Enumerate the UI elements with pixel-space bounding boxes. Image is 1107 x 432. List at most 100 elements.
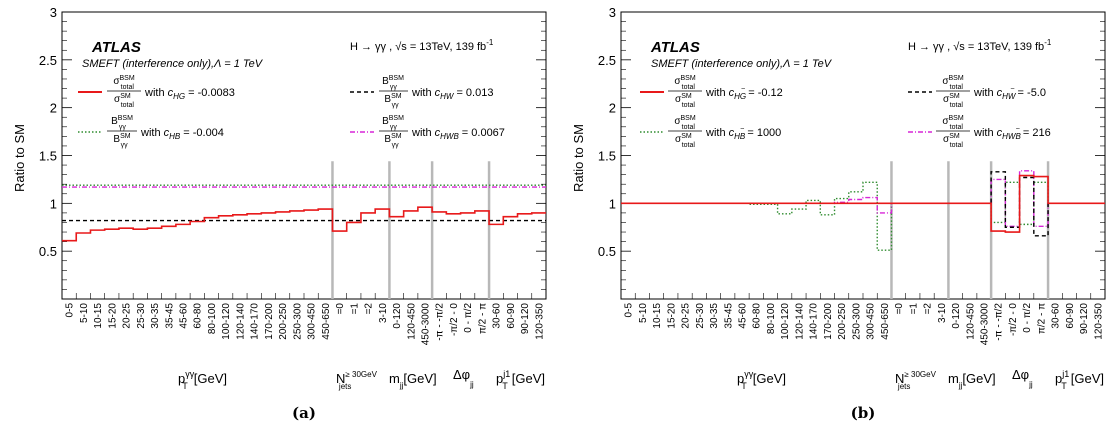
x-tick-label: 250-300 (292, 303, 303, 340)
legend-text-hb: with cHB = -0.004 (140, 127, 224, 141)
x-tick-label: 120-450 (965, 303, 976, 340)
x-tick-label: 60-90 (1065, 303, 1076, 329)
legend-den-1: σSM total (114, 93, 134, 109)
x-tick-label: 100-120 (221, 303, 232, 340)
y-axis-label-b: Ratio to SM (571, 124, 586, 192)
model-b: SMEFT (interference only),Λ = 1 TeV (651, 58, 833, 70)
x-tick-label: 120-350 (534, 303, 545, 340)
x-ticks-b: 0-5 5-10 10-15 15-20 20-25 25-30 30-35 35-45 45-… (620, 293, 1104, 346)
x-tick-label: -π - -π/2 (994, 303, 1005, 341)
y-tick-label: 2 (50, 101, 57, 116)
x-tick-label: 140-170 (250, 303, 261, 340)
y-tick-label: 1 (50, 196, 57, 211)
group-labels-a: pγγ T [GeV] N≥ 30GeV jets mjj[GeV] Δφjj pj1… (178, 367, 545, 391)
series-a (62, 184, 546, 242)
y-ticks-b: 0.5 1 1.5 2 2.5 3 (598, 5, 1105, 290)
x-tick-label: 30-60 (1051, 303, 1062, 329)
x-tick-label: 450-3000 (980, 303, 991, 346)
group-label-ptj1-b: pj1 T [GeV] (1055, 369, 1104, 391)
group-label-dphi-b: Δφjj (1012, 367, 1033, 389)
x-tick-label: 0-5 (624, 303, 635, 318)
x-tick-label: 80-100 (766, 303, 777, 335)
model-a: SMEFT (interference only),Λ = 1 TeV (82, 58, 264, 70)
x-tick-label: 5-10 (638, 303, 649, 323)
legend-num-1: σBSM total (113, 75, 135, 91)
legend-den-b1: σSM total (675, 93, 695, 109)
legend-num-b3: σBSM total (674, 115, 696, 131)
x-tick-label: 10-15 (93, 303, 104, 329)
x-tick-label: -π - -π/2 (435, 303, 446, 341)
y-tick-label: 1.5 (39, 149, 57, 164)
x-tick-label: -π/2 - 0 (449, 303, 460, 336)
legend-den-b4: σSM total (943, 133, 963, 149)
x-tick-label: 3-10 (937, 303, 948, 323)
x-tick-label: 120-450 (406, 303, 417, 340)
legend-text-hwb: with cHWB = 0.0067 (411, 127, 505, 141)
x-tick-label: 45-60 (738, 303, 749, 329)
x-tick-label: 170-200 (264, 303, 275, 340)
x-tick-label: 0 - π/2 (1022, 303, 1033, 333)
legend-num-3: BBSM γγ (111, 115, 133, 131)
legend-den-3: BSM γγ (113, 133, 130, 149)
x-tick-label: 45-60 (179, 303, 190, 329)
x-tick-label: 35-45 (164, 303, 175, 329)
x-tick-label: 170-200 (823, 303, 834, 340)
group-label-ptgg-b: pγγ T [GeV] (737, 369, 786, 391)
y-tick-label: 1 (609, 196, 616, 211)
x-tick-label: 100-120 (780, 303, 791, 340)
x-tick-label: π/2 - π (1036, 303, 1047, 334)
x-tick-label: 300-450 (307, 303, 318, 340)
legend-a: σBSM total σSM total with cHG = -0.0083 BBS… (78, 75, 505, 149)
legend-num-4: BBSM γγ (382, 115, 404, 131)
legend-den-b2: σSM total (943, 93, 963, 109)
x-tick-label: 0 - π/2 (463, 303, 474, 333)
header-a: H → γγ , √s = 13TeV, 139 fb-1 (350, 38, 494, 53)
x-tick-label: 90-120 (1079, 303, 1090, 335)
x-tick-label: 30-35 (709, 303, 720, 329)
x-tick-label: =1 (908, 303, 919, 315)
atlas-label-b: ATLAS (650, 39, 700, 56)
legend-den-4: BSM γγ (384, 133, 401, 149)
x-tick-label: 25-30 (136, 303, 147, 329)
legend-text-hg: with cHG = -0.0083 (144, 87, 235, 101)
x-tick-label: 300-450 (866, 303, 877, 340)
group-label-mjj-a: mjj[GeV] (389, 371, 437, 390)
x-tick-label: =0 (335, 303, 346, 315)
legend-text-hbt: with cHB~ = 1000 (705, 126, 781, 141)
x-tick-label: 20-25 (122, 303, 133, 329)
x-tick-label: 200-250 (837, 303, 848, 340)
x-tick-label: 30-35 (150, 303, 161, 329)
series-line-3 (621, 170, 1105, 227)
x-tick-label: 3-10 (378, 303, 389, 323)
group-labels-b: pγγ T [GeV] N≥ 30GeV jets mjj[GeV] Δφjj pj1… (737, 367, 1104, 391)
x-tick-label: 250-300 (851, 303, 862, 340)
atlas-label-a: ATLAS (91, 39, 141, 56)
x-tick-label: 20-25 (681, 303, 692, 329)
x-tick-label: 450-650 (880, 303, 891, 340)
x-tick-label: =2 (923, 303, 934, 315)
legend-text-hwt: with cHW~ = -5.0 (973, 86, 1046, 101)
x-tick-label: =2 (364, 303, 375, 315)
x-tick-label: 140-170 (809, 303, 820, 340)
panel-label-a: (a) (292, 404, 316, 422)
x-tick-label: 0-5 (65, 303, 76, 318)
y-tick-label: 2.5 (39, 53, 57, 68)
group-label-ptgg-a: pγγ T [GeV] (178, 369, 227, 391)
x-tick-label: 80-100 (207, 303, 218, 335)
y-tick-label: 2 (609, 101, 616, 116)
series-line-0 (62, 206, 546, 242)
x-tick-label: 450-3000 (421, 303, 432, 346)
x-tick-label: 0-120 (951, 303, 962, 329)
group-separators-a (331, 161, 491, 299)
x-tick-label: 90-120 (520, 303, 531, 335)
x-tick-label: 200-250 (278, 303, 289, 340)
legend-b: σBSM total σSM total with cHG~ = -0.12 σBSM… (640, 75, 1051, 149)
x-tick-label: 60-80 (752, 303, 763, 329)
series-line-2 (621, 181, 1105, 251)
group-label-njets-a: N≥ 30GeV jets (336, 370, 378, 391)
x-tick-label: 15-20 (666, 303, 677, 329)
x-tick-label: 10-15 (652, 303, 663, 329)
y-tick-label: 0.5 (598, 244, 616, 259)
group-label-ptj1-a: pj1 T [GeV] (496, 369, 545, 391)
